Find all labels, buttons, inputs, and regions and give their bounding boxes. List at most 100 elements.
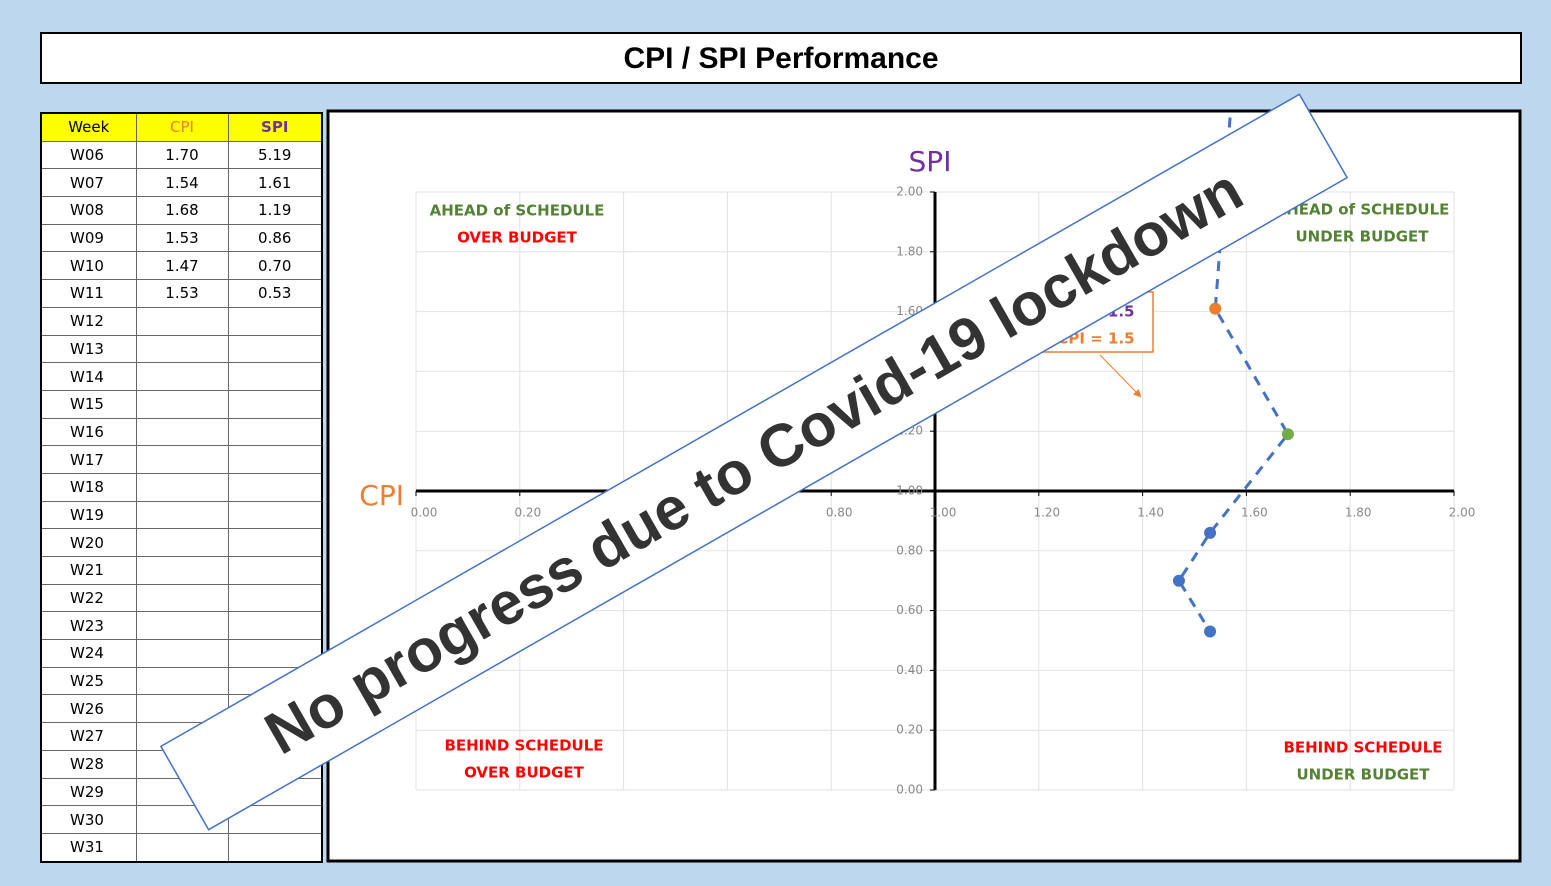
x-tick-label: 0.20 <box>514 506 541 520</box>
table-cell <box>135 832 229 863</box>
table-cell: W29 <box>40 777 137 807</box>
table-cell: 1.70 <box>135 140 229 170</box>
quadrant-label: AHEAD of SCHEDULE <box>430 202 605 220</box>
table-row: W20 <box>40 528 323 557</box>
title: CPI / SPI Performance <box>40 32 1522 84</box>
quadrant-label: UNDER BUDGET <box>1295 228 1429 246</box>
table-cell: W20 <box>40 528 137 557</box>
x-tick-label: 1.40 <box>1137 506 1164 520</box>
x-tick-label: 1.60 <box>1241 506 1268 520</box>
quadrant-label: BEHIND SCHEDULE <box>444 737 603 755</box>
table-row: W23 <box>40 611 323 641</box>
table-header: Week CPI SPI <box>40 112 323 142</box>
table-cell <box>135 556 229 585</box>
table-row: W11 1.53 0.53 <box>40 279 323 308</box>
table-cell <box>227 362 323 391</box>
table-cell: W25 <box>40 666 137 696</box>
table-cell: W21 <box>40 556 137 585</box>
y-tick-label: 0.00 <box>896 783 923 797</box>
table-cell: W19 <box>40 500 137 530</box>
quadrant-label: BEHIND SCHEDULE <box>1283 739 1442 757</box>
table-cell: W10 <box>40 251 137 281</box>
x-tick-label: 1.80 <box>1345 506 1372 520</box>
table-cell <box>227 832 323 863</box>
point <box>1281 428 1294 441</box>
x-tick-label: 1.00 <box>930 506 957 520</box>
table-cell: W30 <box>40 805 137 834</box>
table-cell: W18 <box>40 472 137 502</box>
table-row: W21 <box>40 556 323 585</box>
y-tick-label: 0.60 <box>896 603 923 617</box>
table-cell <box>227 445 323 474</box>
table-cell: 1.47 <box>135 251 229 281</box>
y-tick-label: 0.80 <box>896 543 923 557</box>
table-cell <box>227 611 323 641</box>
x-tick-label: 0.80 <box>826 506 853 520</box>
y-tick-label: 2.00 <box>896 185 923 199</box>
table-cell <box>135 472 229 502</box>
y-tick-label: 0.40 <box>896 663 923 677</box>
table-row: W12 <box>40 306 323 336</box>
table-row: W13 <box>40 334 323 364</box>
table-cell <box>227 417 323 447</box>
quadrant-label: AHEAD of SCHEDULE <box>1275 201 1450 219</box>
table-cell <box>227 334 323 364</box>
target-note: CPI = 1.5 <box>1057 330 1134 348</box>
table-cell <box>135 583 229 613</box>
table-cell <box>135 666 229 696</box>
table-cell: W08 <box>40 196 137 225</box>
target-arrow <box>1099 354 1142 398</box>
table-cell: 1.61 <box>227 168 323 198</box>
table-row: W14 <box>40 362 323 391</box>
table-cell: W22 <box>40 583 137 613</box>
table-cell <box>135 445 229 474</box>
table-cell: 1.54 <box>135 168 229 198</box>
column-header: Week <box>40 112 137 142</box>
y-axis-label: SPI <box>909 145 952 178</box>
quadrant-label: OVER BUDGET <box>464 764 585 782</box>
banner-box <box>159 93 1349 831</box>
table-cell: 5.19 <box>227 140 323 170</box>
table-cell: W31 <box>40 832 137 863</box>
table-cell: 1.68 <box>135 196 229 225</box>
table-body: W06 1.70 5.19 W07 1.54 1.61 W08 1.68 1.19 W09 1.53… <box>40 140 323 863</box>
x-tick-label: 2.00 <box>1449 506 1476 520</box>
table-cell: 1.53 <box>135 279 229 308</box>
table-cell: W23 <box>40 611 137 641</box>
x-axis-label: CPI <box>359 479 404 512</box>
table-row: W09 1.53 0.86 <box>40 223 323 253</box>
table-row: W16 <box>40 417 323 447</box>
point <box>1204 625 1217 638</box>
table-cell: W14 <box>40 362 137 391</box>
point <box>1172 574 1185 587</box>
table-row: W31 <box>40 832 323 863</box>
table-row: W06 1.70 5.19 <box>40 140 323 170</box>
quadrant-label: OVER BUDGET <box>457 229 578 247</box>
series-line <box>1177 112 1290 633</box>
table-cell <box>227 306 323 336</box>
table-cell <box>135 362 229 391</box>
chart-frame <box>326 109 1522 863</box>
quadrant-label: UNDER BUDGET <box>1296 766 1430 784</box>
point <box>1204 526 1217 539</box>
table-row: W24 <box>40 639 323 668</box>
table-cell <box>227 528 323 557</box>
point <box>1209 302 1222 315</box>
table-cell: W07 <box>40 168 137 198</box>
table-row: W17 <box>40 445 323 474</box>
y-tick-label: 1.80 <box>896 244 923 258</box>
y-tick-label: 1.00 <box>896 484 923 498</box>
table-cell: 0.53 <box>227 279 323 308</box>
column-header: SPI <box>227 112 323 142</box>
column-header: CPI <box>135 112 229 142</box>
x-tick-label: 0.00 <box>411 506 438 520</box>
table-cell: W27 <box>40 722 137 751</box>
table-cell: W24 <box>40 639 137 668</box>
x-tick-label: 1.20 <box>1033 506 1060 520</box>
table-cell <box>135 611 229 641</box>
table-cell: 1.53 <box>135 223 229 253</box>
y-tick-label: 0.20 <box>896 723 923 737</box>
table-row: W07 1.54 1.61 <box>40 168 323 198</box>
